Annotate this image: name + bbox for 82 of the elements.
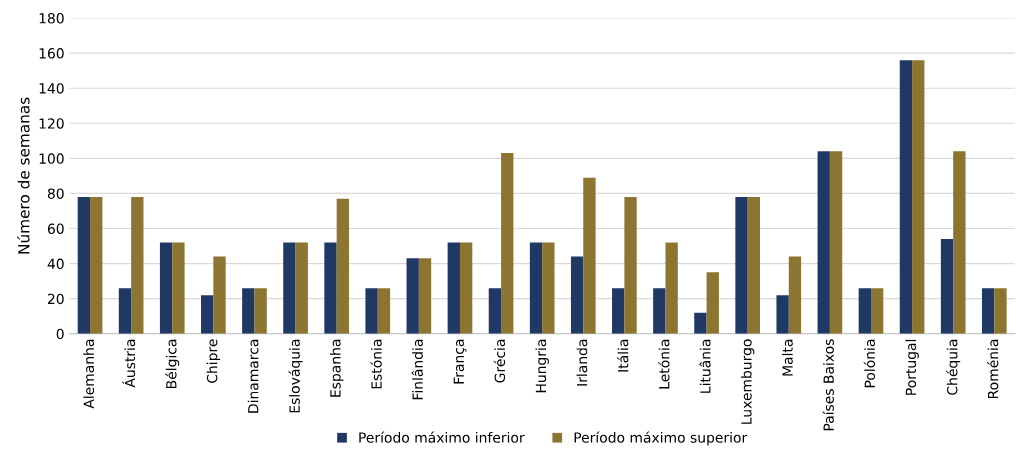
y-tick-label: 80 [47, 188, 64, 199]
bar [829, 151, 843, 334]
y-tick-label: 160 [39, 48, 64, 59]
bar [459, 242, 473, 334]
bar [242, 288, 255, 334]
bar [706, 272, 719, 334]
bar [994, 288, 1007, 334]
bar [953, 151, 966, 334]
x-tick-label: Hungria [535, 339, 549, 393]
x-tick-label: França [453, 339, 467, 384]
x-tick-label: Finlândia [411, 339, 423, 400]
bar [159, 242, 173, 334]
bar [981, 288, 995, 334]
bar [529, 242, 543, 334]
bar [488, 288, 502, 334]
bar [665, 242, 678, 334]
bar [612, 288, 625, 334]
x-tick-label: Lituânia [699, 339, 711, 393]
bar [377, 288, 391, 334]
x-tick-label: Espanha [329, 339, 344, 397]
x-tick-label: Eslováquia [288, 339, 303, 413]
bar [172, 242, 185, 334]
bar [131, 196, 144, 334]
bar [295, 242, 308, 334]
legend-label: Período máximo inferior [359, 431, 525, 443]
bar [899, 60, 913, 334]
x-tick-label: Malta [782, 339, 793, 376]
x-tick-label: Dinamarca [247, 339, 259, 413]
bar [858, 288, 871, 334]
y-tick-label: 0 [56, 328, 64, 340]
bar [624, 196, 637, 334]
bar [940, 239, 954, 334]
bar [570, 256, 584, 334]
x-tick-label: Áustria [122, 339, 136, 388]
x-tick-label: Estónia [370, 339, 382, 389]
bar [694, 312, 707, 334]
x-tick-label: Chipre [206, 339, 221, 383]
bar [90, 196, 103, 334]
bar [912, 60, 925, 334]
x-tick-label: Luxemburgo [740, 339, 755, 424]
y-tick-label: 20 [47, 293, 64, 305]
x-tick-label: Itália [617, 339, 629, 372]
bar [254, 288, 267, 334]
x-tick-label: Portugal [905, 339, 919, 395]
bar [77, 196, 91, 334]
y-axis-title: Número de semanas [17, 97, 30, 254]
bar [747, 196, 761, 334]
bar [118, 288, 132, 334]
bar [583, 177, 596, 334]
bar [283, 242, 296, 334]
bar [870, 288, 884, 334]
bar [406, 258, 419, 334]
bar [213, 256, 226, 334]
x-tick-label: Roménia [987, 339, 999, 399]
bar [501, 153, 514, 334]
bar [418, 258, 432, 334]
legend-label: Período máximo superior [574, 431, 748, 446]
bar [542, 242, 555, 334]
x-tick-label: Letónia [658, 339, 670, 389]
y-tick-label: 140 [39, 83, 64, 94]
bar [365, 288, 378, 334]
x-tick-label: Países Baixos [822, 339, 834, 431]
y-tick-label: 100 [39, 153, 64, 164]
bar [653, 288, 666, 334]
bar [776, 295, 789, 334]
x-tick-label: Polónia [863, 339, 876, 388]
x-tick-label: Grécia [493, 339, 506, 383]
y-tick-label: 120 [39, 118, 64, 129]
y-tick-label: 60 [47, 223, 64, 234]
x-tick-label: Irlanda [576, 339, 588, 386]
x-tick-label: Chéquia [946, 339, 961, 395]
bar [447, 242, 460, 334]
bar [201, 295, 214, 334]
bar [788, 256, 802, 334]
y-tick-label: 40 [47, 258, 64, 270]
y-tick-label: 180 [39, 13, 64, 24]
bar [817, 151, 830, 334]
bar [324, 242, 337, 334]
x-tick-label: Bélgica [165, 339, 180, 388]
bar [336, 198, 349, 334]
bar [735, 196, 748, 334]
x-tick-label: Alemanha [83, 339, 95, 409]
